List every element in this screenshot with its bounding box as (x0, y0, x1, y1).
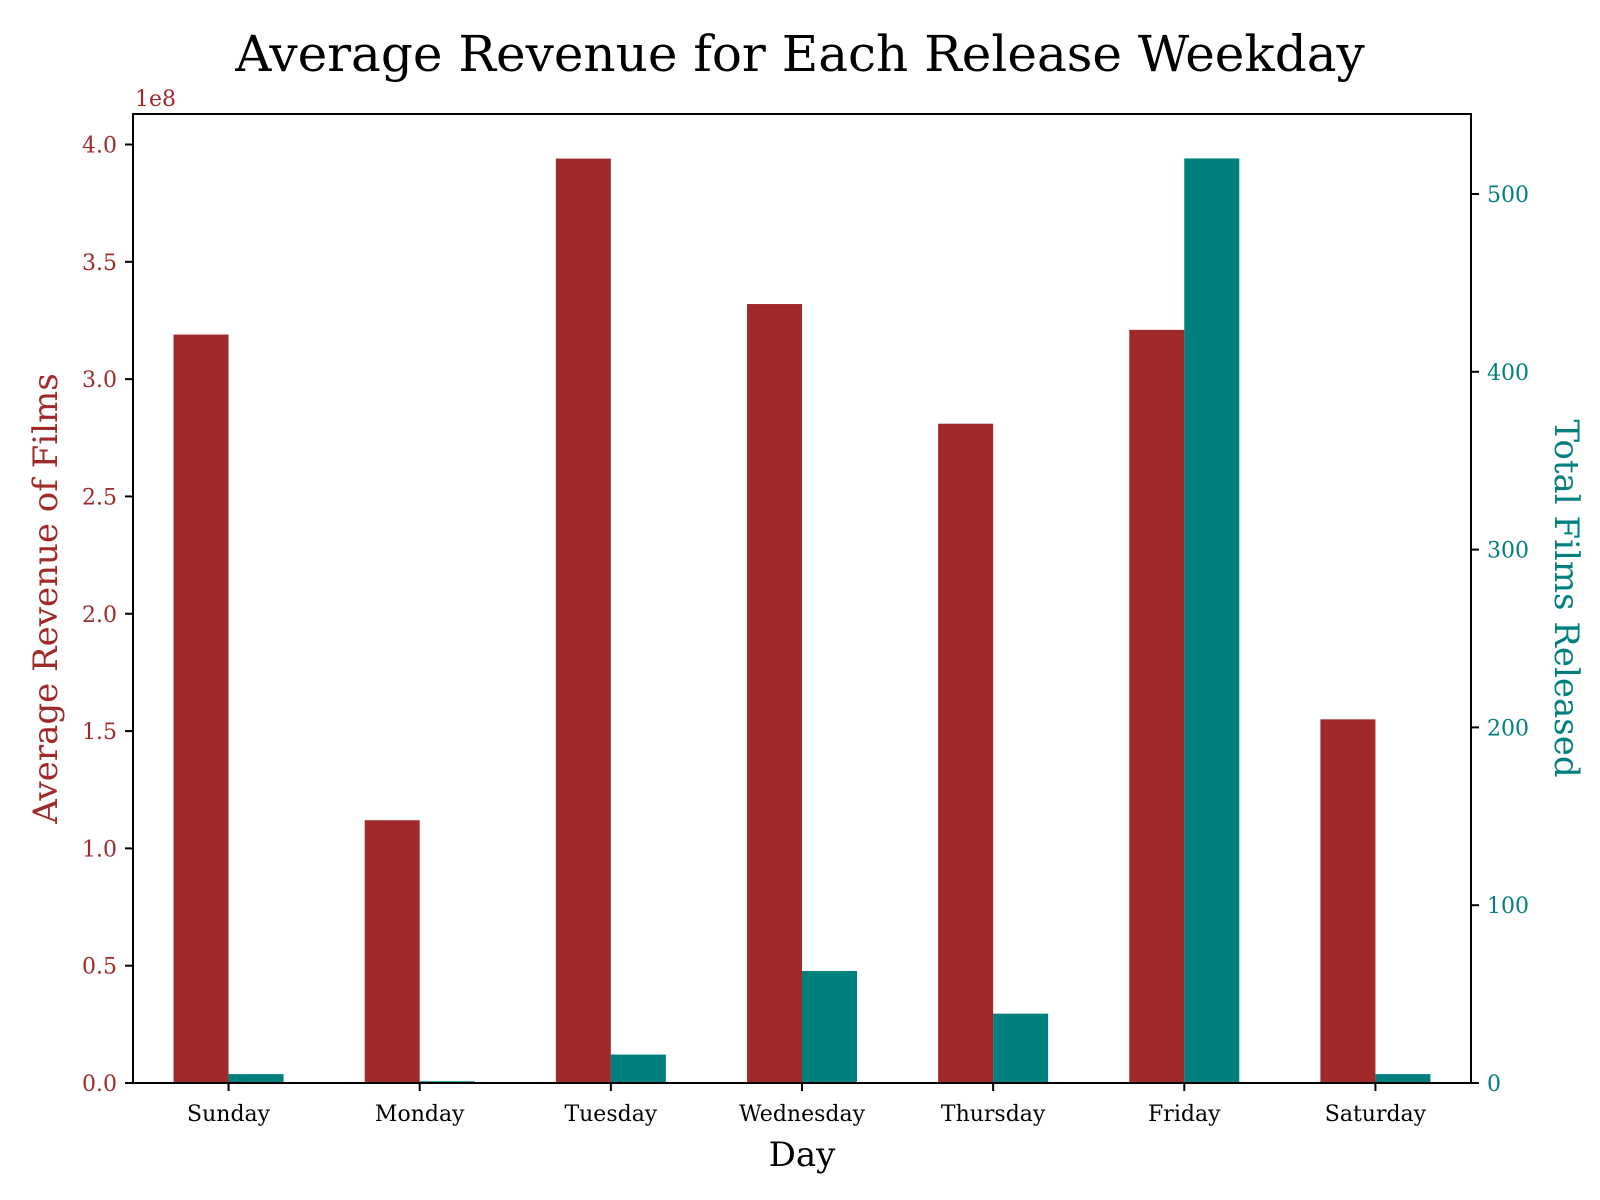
revenue-bar-saturday (1320, 719, 1376, 1083)
right-tick-label: 200 (1487, 716, 1529, 741)
films-bar-wednesday (802, 970, 857, 1083)
x-tick-label: Friday (1148, 1102, 1221, 1127)
revenue-bar-sunday (173, 334, 229, 1083)
x-axis-ticks: Sunday Monday Tuesday Wednesday Thursday Frid… (187, 1083, 1427, 1127)
left-tick-label: 4.0 (82, 134, 117, 159)
x-tick-label: Monday (375, 1102, 465, 1127)
right-tick-label: 500 (1487, 183, 1529, 208)
x-tick-label: Thursday (941, 1102, 1046, 1127)
left-tick-label: 2.5 (82, 485, 117, 510)
plot-frame (132, 113, 1472, 1084)
left-tick-label: 2.0 (82, 603, 117, 628)
left-tick-label: 0.5 (82, 955, 117, 980)
films-bar-saturday (1375, 1074, 1431, 1083)
right-axis-ticks: 0 100 200 300 400 500 (1471, 183, 1529, 1097)
films-bar-sunday (228, 1074, 284, 1083)
revenue-bar-thursday (938, 423, 994, 1083)
left-tick-label: 3.5 (82, 251, 117, 276)
bars (173, 158, 1431, 1084)
left-tick-label: 0.0 (82, 1072, 117, 1097)
x-tick-label: Saturday (1325, 1102, 1427, 1127)
right-tick-label: 0 (1487, 1072, 1501, 1097)
x-tick-label: Wednesday (739, 1102, 866, 1127)
right-tick-label: 300 (1487, 539, 1529, 564)
left-axis-label: Average Revenue of Films (26, 373, 66, 824)
films-bar-friday (1184, 158, 1240, 1084)
x-tick-label: Tuesday (564, 1102, 657, 1127)
x-axis-label: Day (769, 1135, 837, 1175)
left-tick-label: 3.0 (82, 368, 117, 393)
revenue-bar-monday (364, 820, 420, 1083)
revenue-bar-wednesday (747, 304, 802, 1083)
revenue-bar-friday (1129, 329, 1185, 1083)
right-axis-label: Total Films Released (1546, 419, 1586, 777)
chart-title: Average Revenue for Each Release Weekday (234, 25, 1365, 83)
left-tick-label: 1.0 (82, 837, 117, 862)
revenue-bar-tuesday (555, 158, 611, 1084)
films-bar-thursday (993, 1013, 1049, 1083)
left-axis-ticks: 0.0 0.5 1.0 1.5 2.0 2.5 3.0 3.5 4.0 (82, 134, 133, 1097)
right-tick-label: 400 (1487, 361, 1529, 386)
films-bar-tuesday (610, 1054, 666, 1083)
left-tick-label: 1.5 (82, 720, 117, 745)
left-axis-multiplier: 1e8 (135, 87, 176, 112)
right-tick-label: 100 (1487, 894, 1529, 919)
x-tick-label: Sunday (187, 1102, 271, 1127)
